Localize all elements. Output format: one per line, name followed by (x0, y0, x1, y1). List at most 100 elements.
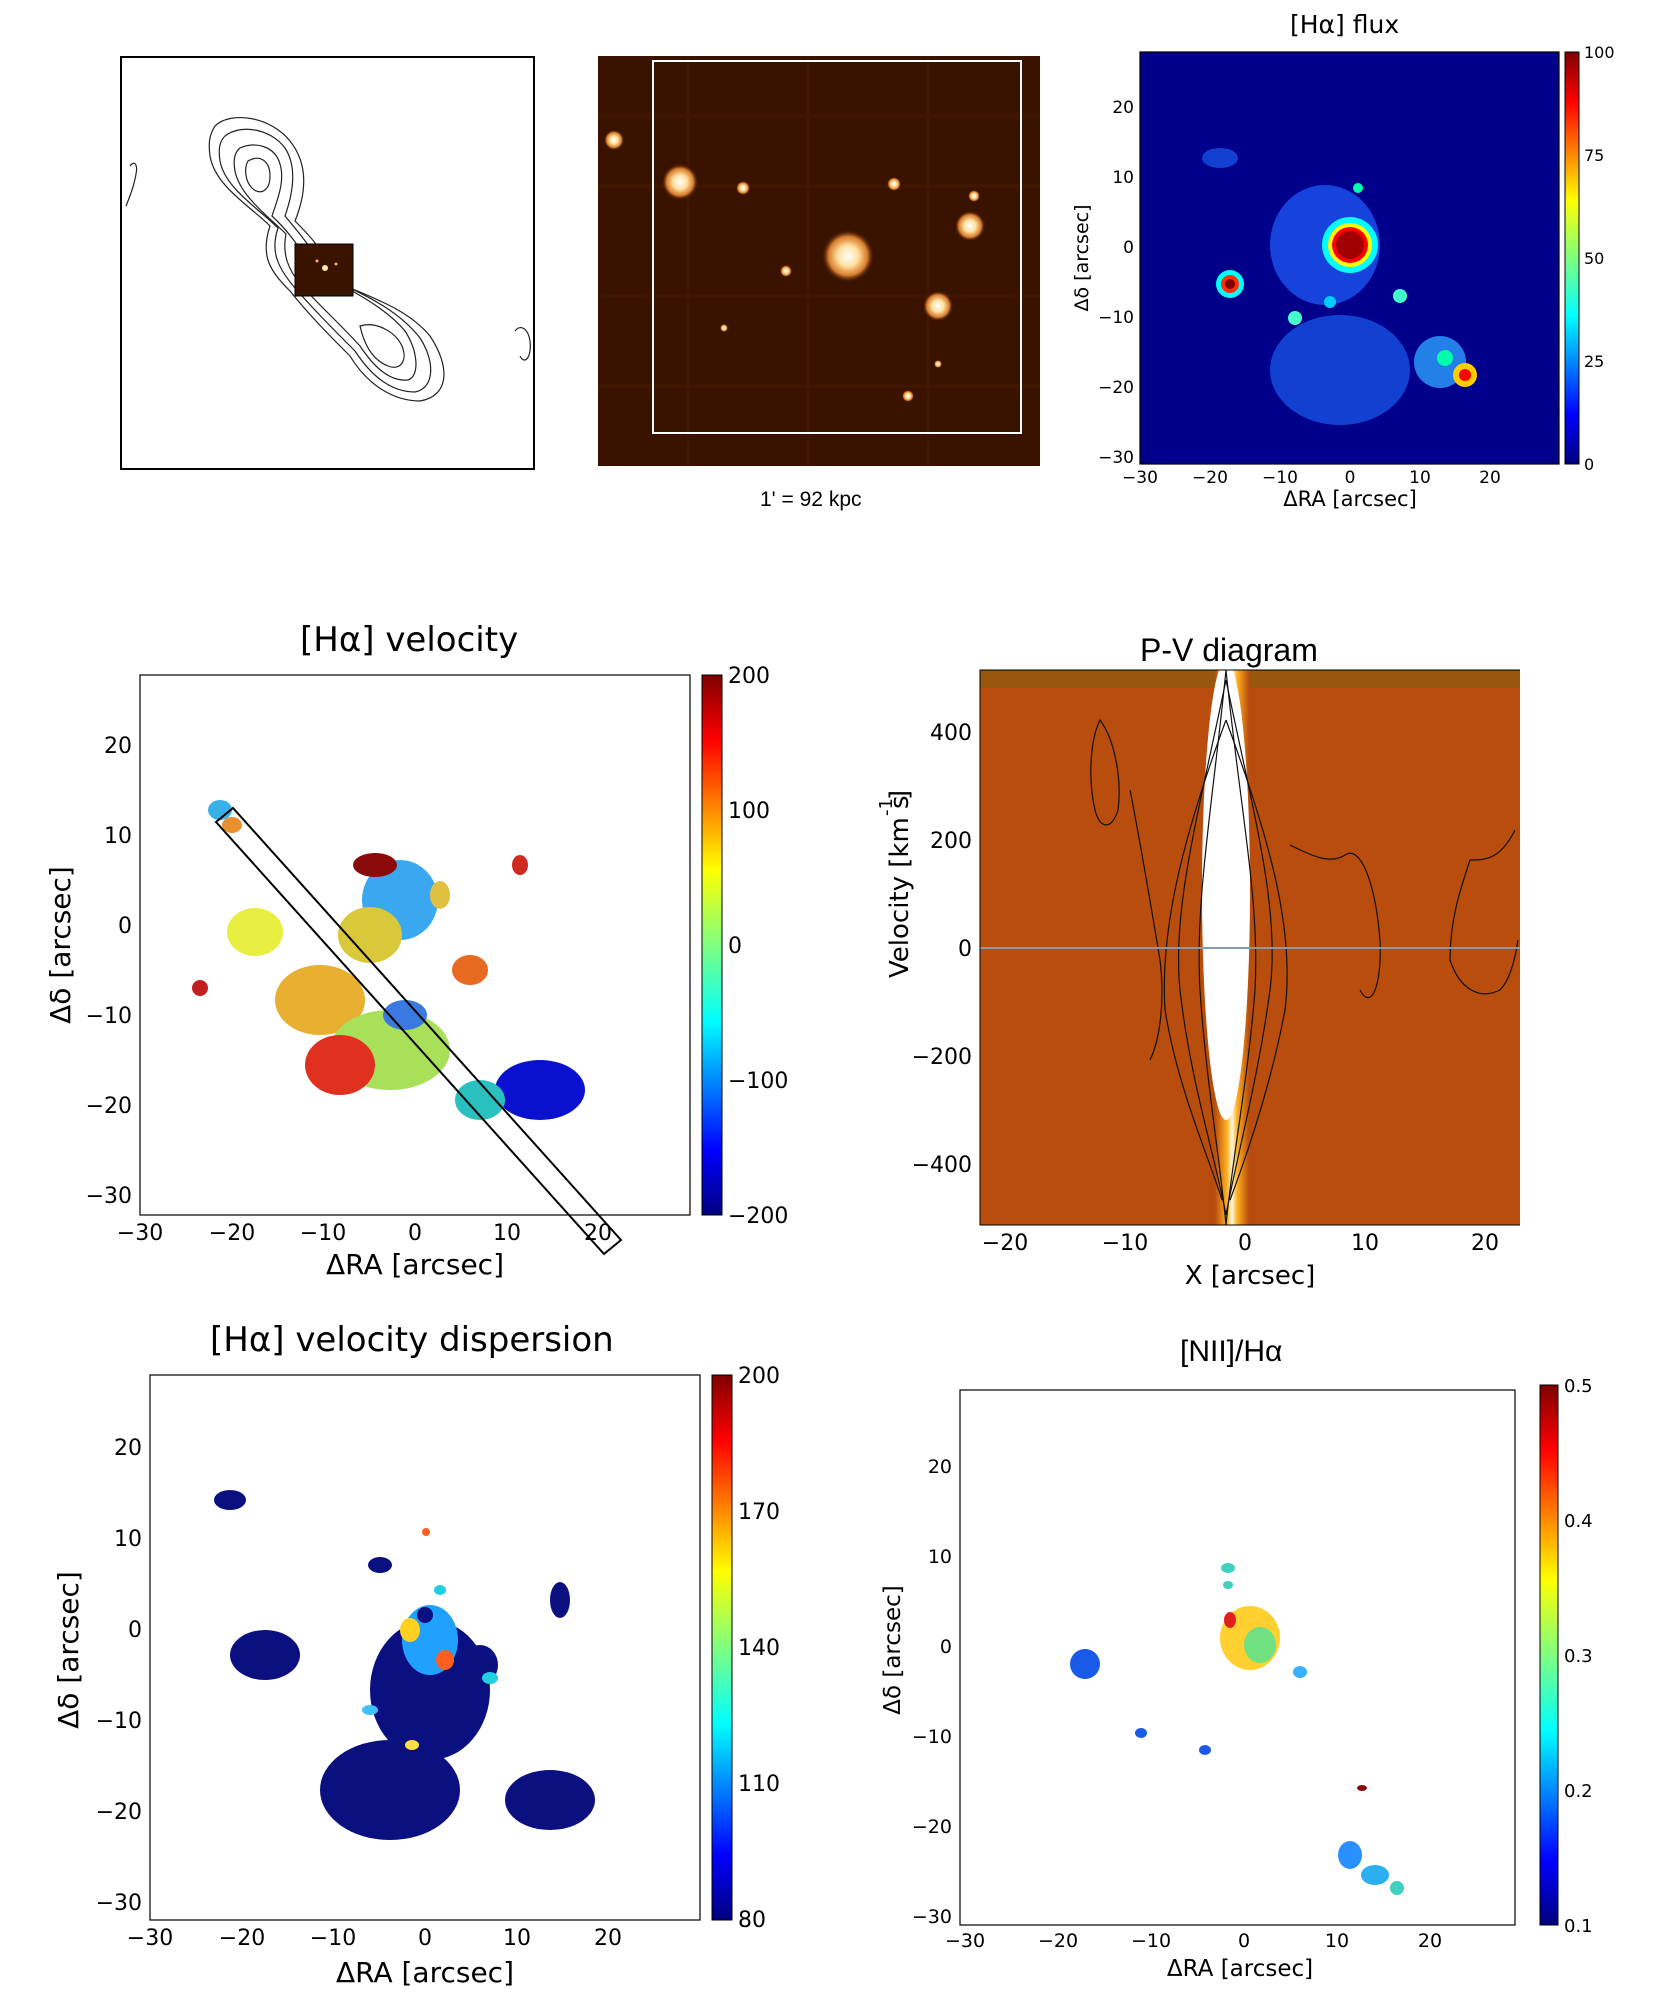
svg-text:−200: −200 (912, 1045, 972, 1070)
svg-text:0: 0 (940, 1636, 952, 1658)
velocity-emission (192, 800, 585, 1120)
svg-text:0.5: 0.5 (1564, 1376, 1593, 1397)
svg-text:−100: −100 (728, 1069, 788, 1094)
svg-text:10: 10 (928, 1546, 952, 1568)
svg-text:−30: −30 (1098, 448, 1134, 468)
svg-text:0: 0 (1584, 455, 1594, 474)
svg-text:140: 140 (738, 1636, 780, 1661)
svg-text:10: 10 (104, 824, 132, 849)
flux-x-ticks: −30 −20 −10 0 10 20 (1122, 468, 1501, 488)
svg-text:−10: −10 (1102, 1231, 1148, 1256)
scale-caption: 1' = 92 kpc (760, 488, 862, 511)
ha-dispersion-title: [Hα] velocity dispersion (210, 1320, 614, 1360)
svg-text:10: 10 (503, 1926, 531, 1951)
svg-text:20: 20 (114, 1436, 142, 1461)
svg-text:170: 170 (738, 1500, 780, 1525)
velocity-colorbar-ticks: 200 100 0 −100 −200 (728, 664, 788, 1229)
svg-text:−10: −10 (300, 1221, 346, 1246)
optical-image-panel (598, 56, 1040, 466)
svg-text:−10: −10 (86, 1004, 132, 1029)
dispersion-x-ticks: −30 −20 −10 0 10 20 (127, 1926, 622, 1951)
svg-text:−10: −10 (912, 1726, 952, 1748)
dispersion-high-regions (362, 1528, 498, 1750)
svg-text:25: 25 (1584, 352, 1604, 371)
velocity-x-ticks: −30 −20 −10 0 10 20 (117, 1221, 612, 1246)
pv-y-label-exponent: -1 (876, 798, 897, 816)
ha-velocity-title: [Hα] velocity (300, 620, 519, 660)
dispersion-y-ticks: 20 10 0 −10 −20 −30 (96, 1436, 142, 1916)
svg-text:−10: −10 (1131, 1930, 1171, 1952)
nii-colorbar (1539, 1384, 1559, 1926)
nii-ha-emission (1070, 1563, 1404, 1895)
svg-text:0: 0 (128, 1618, 142, 1643)
svg-text:10: 10 (1351, 1231, 1379, 1256)
svg-text:100: 100 (728, 799, 770, 824)
dispersion-x-label: ΔRA [arcsec] (336, 1956, 514, 1989)
svg-text:−200: −200 (728, 1204, 788, 1229)
svg-text:20: 20 (1479, 468, 1501, 488)
flux-x-label: ΔRA [arcsec] (1283, 487, 1417, 511)
svg-text:20: 20 (104, 734, 132, 759)
svg-text:20: 20 (1471, 1231, 1499, 1256)
radio-contours (125, 117, 531, 402)
svg-text:−30: −30 (912, 1906, 952, 1928)
svg-text:−30: −30 (1122, 468, 1158, 488)
svg-text:0.1: 0.1 (1564, 1916, 1593, 1937)
svg-text:10: 10 (1112, 168, 1134, 188)
svg-text:0.2: 0.2 (1564, 1781, 1593, 1802)
flux-y-ticks: 20 10 0 −10 −20 −30 (1098, 98, 1134, 468)
flux-emission (1202, 148, 1477, 425)
svg-text:−30: −30 (127, 1926, 173, 1951)
svg-text:−20: −20 (1098, 378, 1134, 398)
svg-text:0: 0 (1238, 1930, 1250, 1952)
svg-text:100: 100 (1584, 43, 1615, 62)
svg-text:0: 0 (118, 914, 132, 939)
dispersion-y-label: Δδ [arcsec] (52, 1571, 85, 1729)
svg-text:80: 80 (738, 1908, 766, 1933)
svg-text:10: 10 (493, 1221, 521, 1246)
svg-text:10: 10 (1409, 468, 1431, 488)
svg-text:−20: −20 (912, 1816, 952, 1838)
nii-x-label: ΔRA [arcsec] (1167, 1956, 1313, 1982)
nii-x-ticks: −30 −20 −10 0 10 20 (945, 1930, 1442, 1952)
svg-text:0: 0 (418, 1926, 432, 1951)
flux-colorbar-ticks: 100 75 50 25 0 (1584, 43, 1615, 474)
dispersion-colorbar-ticks: 200 170 140 110 80 (738, 1364, 780, 1933)
svg-text:−10: −10 (310, 1926, 356, 1951)
svg-text:−30: −30 (96, 1891, 142, 1916)
svg-text:0: 0 (728, 934, 742, 959)
svg-text:−20: −20 (982, 1231, 1028, 1256)
dispersion-colorbar (711, 1374, 733, 1921)
svg-text:50: 50 (1584, 249, 1604, 268)
svg-text:20: 20 (584, 1221, 612, 1246)
svg-text:0: 0 (1238, 1231, 1252, 1256)
nii-colorbar-ticks: 0.5 0.4 0.3 0.2 0.1 (1564, 1376, 1593, 1937)
svg-text:75: 75 (1584, 146, 1604, 165)
svg-text:200: 200 (738, 1364, 780, 1389)
velocity-x-label: ΔRA [arcsec] (326, 1248, 504, 1281)
svg-text:−10: −10 (1262, 468, 1298, 488)
velocity-y-ticks: 20 10 0 −10 −20 −30 (86, 734, 132, 1209)
pv-y-label: Velocity [km s (885, 795, 915, 978)
svg-text:−20: −20 (96, 1800, 142, 1825)
svg-text:20: 20 (1112, 98, 1134, 118)
svg-text:−20: −20 (1192, 468, 1228, 488)
svg-text:−20: −20 (219, 1926, 265, 1951)
svg-text:−10: −10 (96, 1709, 142, 1734)
radio-contour-panel (120, 56, 535, 470)
pv-x-ticks: −20 −10 0 10 20 (982, 1231, 1499, 1256)
svg-text:20: 20 (1418, 1930, 1442, 1952)
pv-x-label: X [arcsec] (1185, 1261, 1316, 1291)
nii-ha-title: [NII]/Hα (1180, 1335, 1283, 1368)
svg-text:10: 10 (114, 1527, 142, 1552)
flux-colorbar (1564, 51, 1580, 465)
svg-text:−20: −20 (86, 1094, 132, 1119)
ha-flux-panel: −30 −20 −10 0 10 20 20 10 0 −10 −20 −30 … (1071, 43, 1615, 511)
svg-text:200: 200 (728, 664, 770, 689)
pv-y-label-end: ] (885, 790, 915, 800)
svg-text:0: 0 (408, 1221, 422, 1246)
pv-y-ticks: 400 200 0 −200 −400 (912, 721, 972, 1178)
flux-y-label: Δδ [arcsec] (1071, 204, 1093, 311)
svg-text:200: 200 (930, 829, 972, 854)
svg-text:0: 0 (1345, 468, 1356, 488)
